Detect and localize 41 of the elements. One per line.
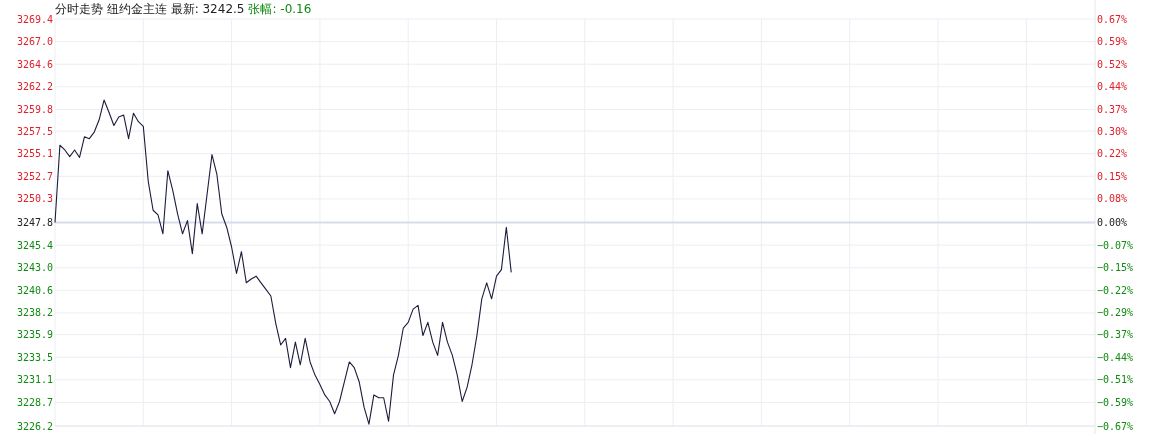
y2-tick-label: −0.07% <box>1097 239 1134 251</box>
y2-tick-label: 0.59% <box>1097 36 1128 48</box>
y-tick-label: 3243.0 <box>16 262 53 274</box>
y2-tick-label: 0.67% <box>1097 13 1128 25</box>
y-tick-label: 3231.1 <box>16 374 53 386</box>
y-tick-label: 3269.4 <box>16 13 53 25</box>
y2-tick-label: 0.37% <box>1097 104 1128 116</box>
line-series <box>54 99 512 425</box>
y2-tick-label: 0.30% <box>1097 125 1128 137</box>
y-tick-label: 3226.2 <box>16 420 53 432</box>
y-tick-label: 3228.7 <box>16 396 53 408</box>
y-tick-label: 3255.1 <box>16 148 53 160</box>
y-tick-label: 3233.5 <box>16 351 53 363</box>
y-tick-label: 3257.5 <box>16 125 53 137</box>
y-tick-label: 3250.3 <box>16 193 53 205</box>
y-tick-label: 3259.8 <box>16 103 53 115</box>
y2-tick-label: −0.37% <box>1097 329 1134 341</box>
y2-tick-label: −0.15% <box>1097 262 1134 274</box>
y-tick-label: 3247.8 <box>16 217 53 228</box>
y-tick-label: 3245.4 <box>16 239 53 251</box>
y-tick-label: 3235.9 <box>16 329 53 341</box>
y2-tick-label: −0.29% <box>1097 306 1134 318</box>
y2-tick-label: −0.44% <box>1097 351 1134 363</box>
y-tick-label: 3240.6 <box>16 284 53 296</box>
y-tick-label: 3252.7 <box>16 170 53 182</box>
y-tick-label: 3264.6 <box>16 58 53 70</box>
y-tick-label: 3262.2 <box>16 81 53 93</box>
y2-tick-label: 0.22% <box>1097 148 1128 160</box>
y2-tick-label: −0.59% <box>1097 396 1134 408</box>
y2-tick-label: −0.22% <box>1097 284 1134 296</box>
y2-tick-label: 0.44% <box>1097 81 1128 93</box>
chart-title: 分时走势 纽约金主连 最新: 3242.5 <box>55 2 245 16</box>
y-tick-label: 3238.2 <box>16 307 53 319</box>
y2-tick-label: 0.52% <box>1097 58 1128 70</box>
y2-tick-label: 0.15% <box>1097 170 1128 182</box>
chart-subtitle: 张幅: -0.16 <box>248 2 312 16</box>
y-tick-label: 3267.0 <box>16 36 53 48</box>
y2-tick-label: 0.08% <box>1097 193 1128 205</box>
y2-tick-label: 0.00% <box>1097 217 1128 228</box>
y2-tick-label: −0.67% <box>1097 420 1134 432</box>
y2-tick-label: −0.51% <box>1097 374 1134 386</box>
